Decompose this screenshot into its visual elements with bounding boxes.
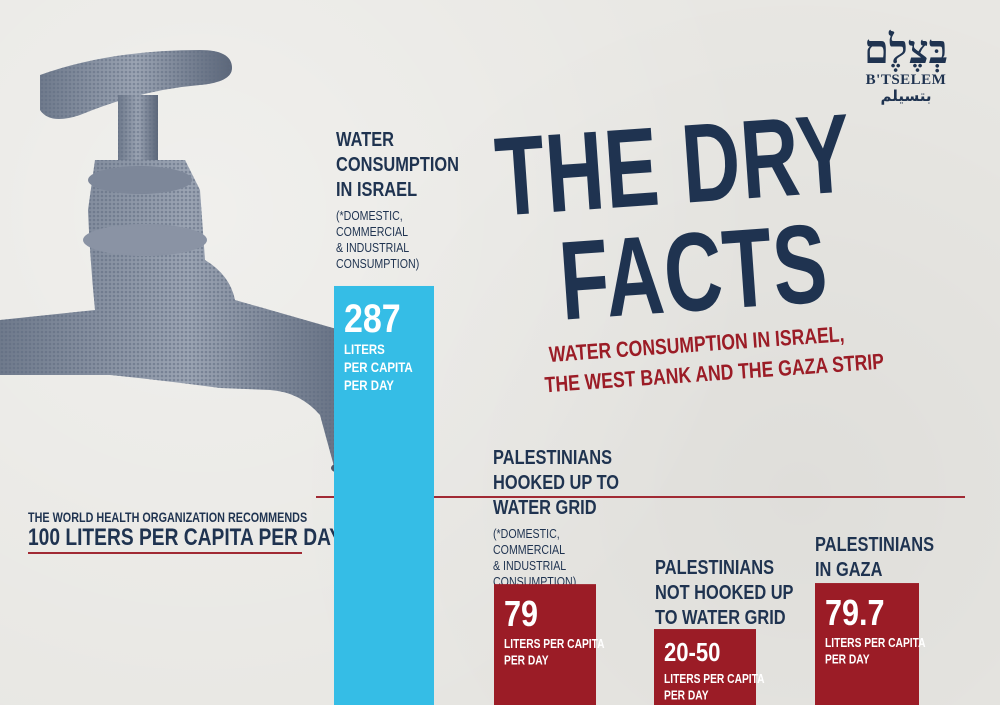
nogrid-label-line-3: TO WATER GRID bbox=[655, 607, 786, 629]
israel-label-line-1: WATER bbox=[336, 129, 395, 151]
israel-bar-unit-line-2: PER CAPITA bbox=[344, 359, 413, 375]
grid-bar-value: 79 bbox=[504, 595, 538, 635]
gaza-bar-unit-line-1: LITERS PER CAPITA bbox=[825, 637, 926, 650]
grid-label-line-3: WATER GRID bbox=[493, 497, 597, 519]
nogrid-bar-unit-line-1: LITERS PER CAPITA bbox=[664, 673, 765, 686]
gaza-label-line-2: IN GAZA bbox=[815, 559, 883, 581]
grid-bar-unit-line-1: LITERS PER CAPITA bbox=[504, 638, 605, 651]
logo-arabic-text: بتسيلم bbox=[880, 87, 932, 105]
faucet-illustration bbox=[0, 50, 379, 476]
nogrid-label-line-1: PALESTINIANS bbox=[655, 557, 775, 579]
israel-bar bbox=[334, 285, 434, 705]
grid-note-line-1: (*DOMESTIC, bbox=[493, 527, 560, 541]
grid-label-line-1: PALESTINIANS bbox=[493, 447, 613, 469]
grid-label-line-2: HOOKED UP TO bbox=[493, 472, 620, 494]
israel-bar-value: 287 bbox=[344, 295, 401, 340]
israel-note-line-4: CONSUMPTION) bbox=[336, 257, 420, 271]
grid-note-line-2: COMMERCIAL bbox=[493, 543, 566, 557]
gaza-bar-unit-line-2: PER DAY bbox=[825, 654, 870, 667]
israel-note-line-3: & INDUSTRIAL bbox=[336, 241, 410, 255]
grid-bar-unit-line-2: PER DAY bbox=[504, 655, 549, 668]
israel-category-note: (*DOMESTIC, COMMERCIAL & INDUSTRIAL CONS… bbox=[336, 208, 419, 272]
israel-label-line-2: CONSUMPTION bbox=[336, 154, 459, 176]
logo-latin-text: B'TSELEM bbox=[865, 72, 947, 88]
israel-label-line-3: IN ISRAEL bbox=[336, 179, 418, 201]
israel-note-line-1: (*DOMESTIC, bbox=[336, 209, 403, 223]
gaza-category-label: PALESTINIANS IN GAZA bbox=[815, 533, 934, 583]
faucet-handle bbox=[40, 50, 232, 165]
israel-category-label: WATER CONSUMPTION IN ISRAEL bbox=[336, 128, 459, 203]
who-recommendation-line-1: THE WORLD HEALTH ORGANIZATION RECOMMENDS bbox=[28, 510, 308, 525]
israel-bar-unit-line-3: PER DAY bbox=[344, 377, 394, 393]
who-underline bbox=[28, 552, 302, 554]
logo-hebrew-text: בְּצֶלֶם bbox=[864, 26, 948, 73]
who-recommendation-line-2: 100 LITERS PER CAPITA PER DAY bbox=[28, 524, 343, 551]
gaza-label-line-1: PALESTINIANS bbox=[815, 534, 935, 556]
nogrid-category-label: PALESTINIANS NOT HOOKED UP TO WATER GRID bbox=[655, 556, 794, 631]
faucet-body bbox=[0, 160, 379, 476]
gaza-bar-value: 79.7 bbox=[825, 594, 885, 634]
israel-note-line-2: COMMERCIAL bbox=[336, 225, 409, 239]
nogrid-bar-unit-line-2: PER DAY bbox=[664, 690, 709, 703]
nogrid-label-line-2: NOT HOOKED UP bbox=[655, 582, 794, 604]
grid-category-label: PALESTINIANS HOOKED UP TO WATER GRID bbox=[493, 446, 619, 521]
nogrid-bar bbox=[654, 629, 756, 705]
grid-bar bbox=[494, 584, 596, 705]
israel-bar-unit-line-1: LITERS bbox=[344, 341, 385, 357]
btselem-logo: בְּצֶלֶם B'TSELEM بتسيلم bbox=[846, 26, 966, 106]
grid-note-line-3: & INDUSTRIAL bbox=[493, 559, 567, 573]
gaza-bar bbox=[815, 583, 919, 705]
nogrid-bar-value: 20-50 bbox=[664, 638, 720, 667]
